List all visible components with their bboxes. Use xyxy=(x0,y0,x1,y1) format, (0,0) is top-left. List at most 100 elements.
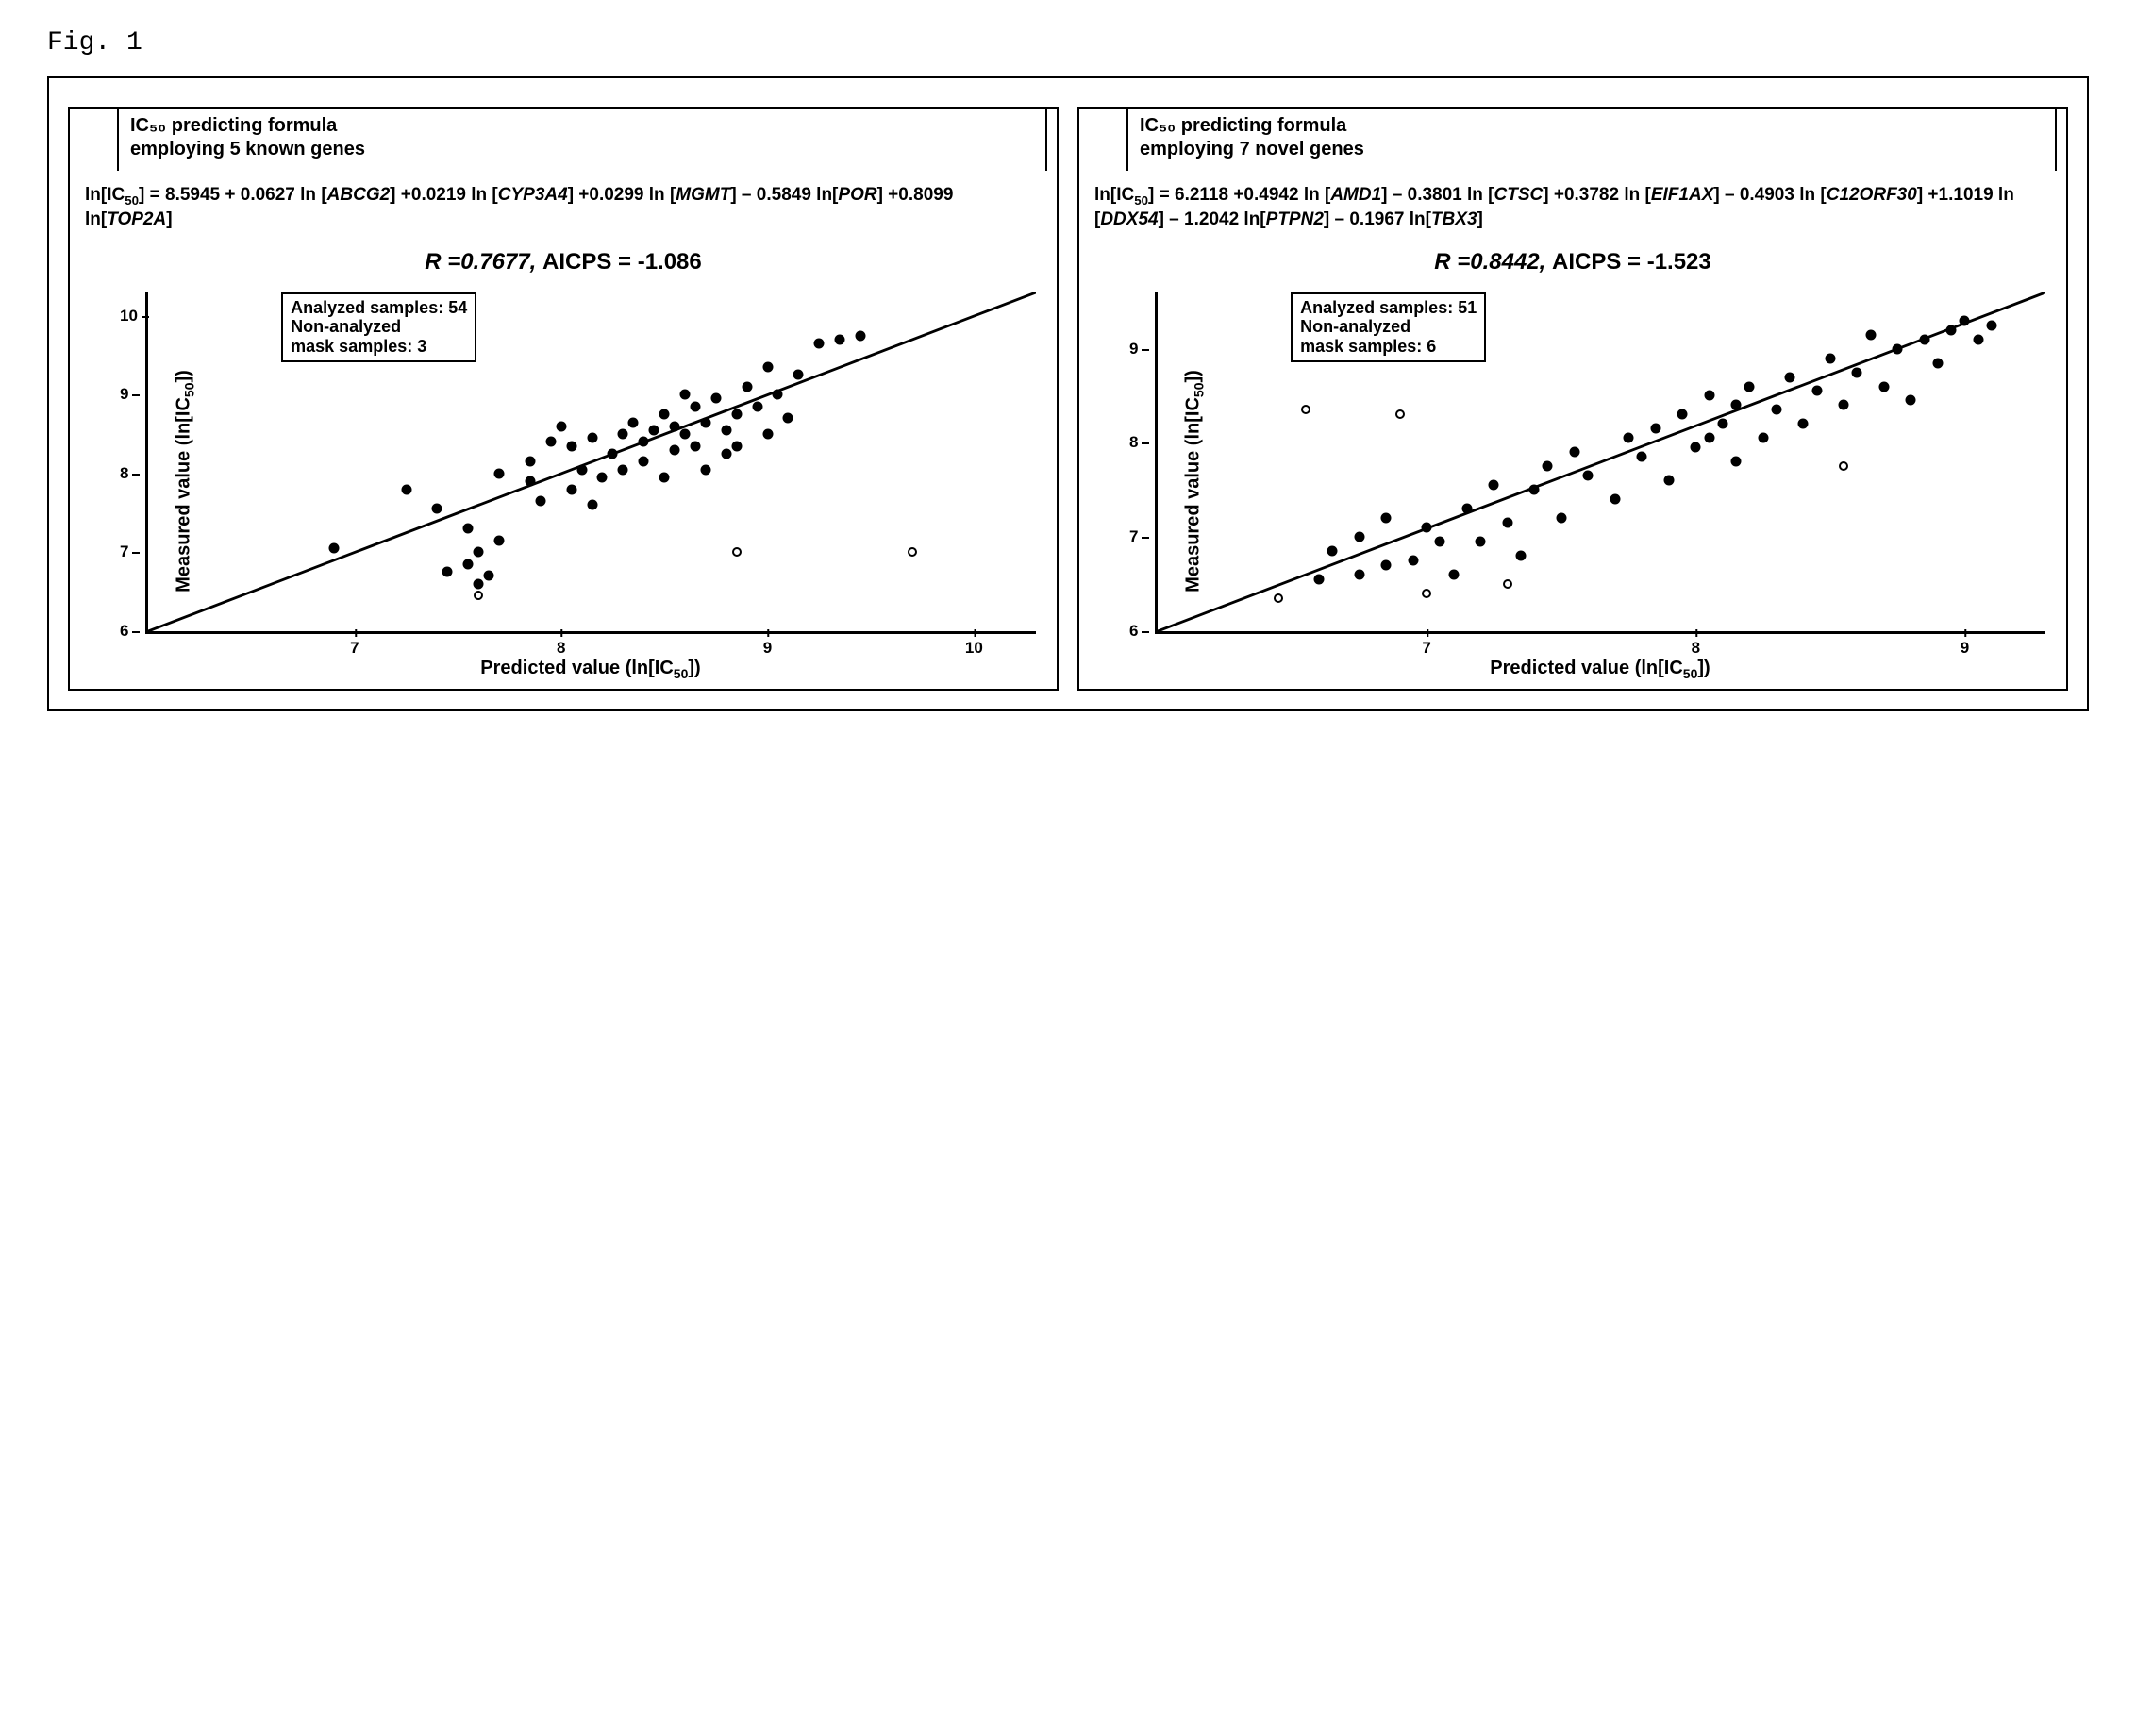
scatter-point xyxy=(1583,471,1594,481)
scatter-point xyxy=(639,457,649,467)
x-tick: 8 xyxy=(557,639,565,658)
y-tick: 8 xyxy=(120,464,128,483)
scatter-point xyxy=(494,535,505,545)
scatter-point xyxy=(1865,329,1876,340)
scatter-point xyxy=(484,571,494,581)
scatter-point xyxy=(649,425,659,435)
scatter-point xyxy=(1973,334,1983,344)
panel-right-R: R =0.8442, xyxy=(1434,249,1545,275)
scatter-point xyxy=(618,429,628,440)
scatter-point xyxy=(1502,518,1512,528)
panel-left-xlabel: Predicted value (ln[IC50]) xyxy=(145,658,1036,681)
x-tick: 10 xyxy=(965,639,983,658)
scatter-point xyxy=(1381,559,1392,570)
scatter-point xyxy=(835,334,845,344)
scatter-point xyxy=(545,437,556,447)
scatter-point xyxy=(721,425,731,435)
scatter-point xyxy=(556,421,566,431)
scatter-point xyxy=(1354,532,1364,542)
scatter-point xyxy=(628,417,639,427)
panel-right-formula: ln[IC50] = 6.2118 +0.4942 ln [AMD1] – 0.… xyxy=(1091,184,2055,232)
scatter-point xyxy=(566,441,576,451)
scatter-point xyxy=(1960,315,1970,326)
scatter-point xyxy=(742,381,752,392)
scatter-point xyxy=(659,472,670,482)
scatter-point xyxy=(670,421,680,431)
scatter-point xyxy=(814,339,825,349)
panel-left-title-line1: IC₅₀ predicting formula xyxy=(130,115,337,136)
scatter-point xyxy=(1489,480,1499,491)
panel-left-plot-area: Analyzed samples: 54 Non-analyzed mask s… xyxy=(145,292,1036,634)
scatter-point xyxy=(710,393,721,404)
panel-left: IC₅₀ predicting formula employing 5 know… xyxy=(68,107,1059,691)
scatter-point xyxy=(752,401,762,411)
scatter-point xyxy=(762,429,773,440)
annot-right-line1: Analyzed samples: 51 xyxy=(1300,298,1477,318)
y-tick: 10 xyxy=(120,307,138,326)
scatter-point xyxy=(1878,381,1889,392)
scatter-point xyxy=(639,437,649,447)
scatter-point xyxy=(566,484,576,494)
scatter-point xyxy=(463,524,474,534)
scatter-point xyxy=(1624,433,1634,443)
panel-left-formula: ln[IC50] = 8.5945 + 0.0627 ln [ABCG2] +0… xyxy=(81,184,1045,232)
scatter-point xyxy=(1906,395,1916,406)
scatter-point xyxy=(1476,537,1486,547)
scatter-point-mask xyxy=(908,547,917,557)
y-tick: 8 xyxy=(1129,433,1138,452)
scatter-point xyxy=(1543,461,1553,472)
scatter-point xyxy=(587,500,597,510)
scatter-point xyxy=(1932,358,1943,368)
panel-right-annotation: Analyzed samples: 51 Non-analyzed mask s… xyxy=(1291,292,1486,362)
scatter-point xyxy=(463,559,474,569)
scatter-point xyxy=(700,464,710,475)
panel-right-xlabel: Predicted value (ln[IC50]) xyxy=(1155,658,2045,681)
scatter-point xyxy=(679,390,690,400)
scatter-point xyxy=(494,468,505,478)
scatter-point-mask xyxy=(732,547,742,557)
scatter-point xyxy=(1986,320,1996,330)
scatter-point xyxy=(1919,334,1929,344)
scatter-point xyxy=(1461,504,1472,514)
scatter-point-mask xyxy=(1503,579,1512,589)
x-tick: 7 xyxy=(350,639,359,658)
scatter-point-mask xyxy=(1395,409,1405,419)
scatter-point xyxy=(442,567,453,577)
scatter-point-mask xyxy=(1839,461,1848,471)
scatter-point xyxy=(1785,372,1795,382)
scatter-point xyxy=(1408,555,1418,565)
scatter-point xyxy=(783,413,793,424)
y-tick: 7 xyxy=(120,542,128,561)
figure-outer-box: IC₅₀ predicting formula employing 5 know… xyxy=(47,76,2089,711)
panel-right: IC₅₀ predicting formula employing 7 nove… xyxy=(1077,107,2068,691)
scatter-point xyxy=(690,401,700,411)
panel-left-annotation: Analyzed samples: 54 Non-analyzed mask s… xyxy=(281,292,476,362)
panel-right-stats: R =0.8442, AICPS = -1.523 xyxy=(1091,249,2055,275)
scatter-point xyxy=(525,457,535,467)
scatter-point-mask xyxy=(1301,405,1310,414)
scatter-point xyxy=(1811,386,1822,396)
scatter-point xyxy=(1435,537,1445,547)
y-tick: 6 xyxy=(120,622,128,641)
annot-right-line2: Non-analyzed xyxy=(1300,317,1477,337)
scatter-point-mask xyxy=(1274,593,1283,603)
scatter-point xyxy=(1731,457,1742,467)
scatter-point xyxy=(1744,381,1755,392)
scatter-point xyxy=(1758,433,1768,443)
scatter-point xyxy=(1381,513,1392,524)
figure-label: Fig. 1 xyxy=(47,28,2089,58)
scatter-point xyxy=(793,370,804,380)
x-tick: 9 xyxy=(763,639,772,658)
scatter-point xyxy=(773,390,783,400)
scatter-point xyxy=(608,448,618,459)
annot-right-line3: mask samples: 6 xyxy=(1300,337,1477,357)
scatter-point xyxy=(1314,574,1325,584)
panel-left-AICPS: AICPS = -1.086 xyxy=(542,249,702,275)
panel-right-plot-area: Analyzed samples: 51 Non-analyzed mask s… xyxy=(1155,292,2045,634)
scatter-point xyxy=(328,543,339,554)
scatter-point xyxy=(721,448,731,459)
scatter-point xyxy=(1731,400,1742,410)
panel-right-title-line2: employing 7 novel genes xyxy=(1140,138,2044,161)
scatter-point xyxy=(576,464,587,475)
scatter-point xyxy=(762,362,773,373)
